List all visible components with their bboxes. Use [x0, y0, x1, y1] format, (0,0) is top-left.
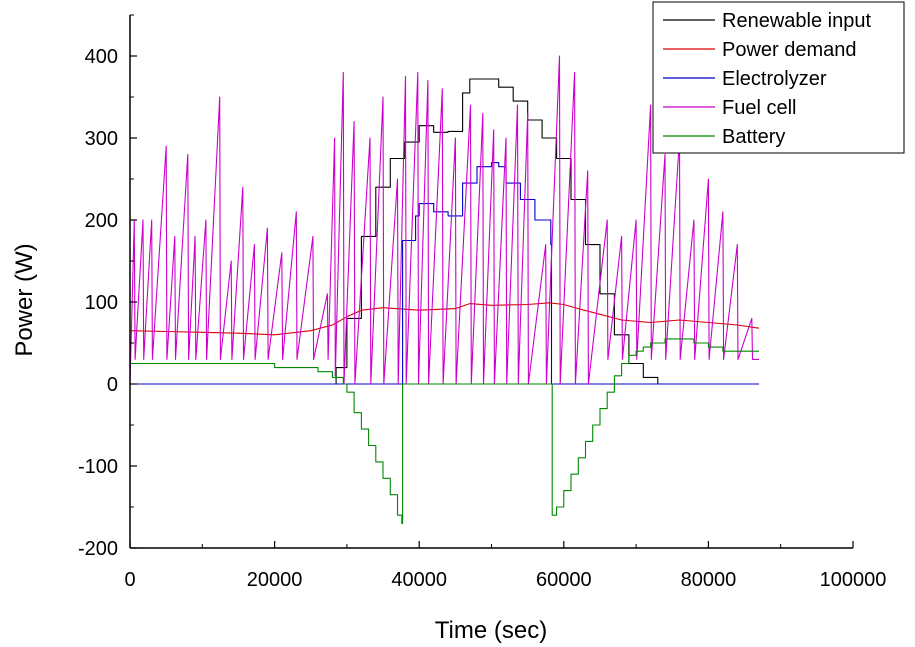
- y-tick-label: 200: [85, 210, 118, 232]
- legend-item: Electrolyzer: [663, 68, 827, 90]
- series-line-power-demand: [129, 302, 760, 336]
- series-line-renewable-input: [130, 78, 759, 385]
- x-tick-label: 40000: [391, 569, 447, 591]
- legend-label: Fuel cell: [722, 97, 796, 119]
- y-tick-label: -200: [78, 538, 118, 560]
- y-axis-title: Power (W): [11, 243, 38, 356]
- legend-label: Battery: [722, 126, 785, 148]
- x-tick-label: 80000: [681, 569, 737, 591]
- legend-label: Electrolyzer: [722, 68, 827, 90]
- legend-label: Power demand: [722, 39, 857, 61]
- x-tick-label: 20000: [247, 569, 303, 591]
- y-tick-label: 0: [107, 374, 118, 396]
- plot-series: [129, 55, 760, 524]
- legend-label: Renewable input: [722, 10, 871, 32]
- series-line-battery: [130, 338, 759, 524]
- x-tick-label: 60000: [536, 569, 592, 591]
- legend-item: Power demand: [663, 39, 857, 61]
- legend: Renewable input Power demand Electrolyzer F…: [652, 1, 905, 154]
- y-tick-label: 300: [85, 128, 118, 150]
- x-tick-label: 0: [124, 569, 135, 591]
- legend-item: Fuel cell: [663, 97, 796, 119]
- x-ticks: 0 20000 40000 60000 80000 100000: [124, 541, 886, 591]
- x-axis-title: Time (sec): [435, 617, 547, 644]
- series-line-electrolyzer: [130, 162, 759, 385]
- y-tick-label: 100: [85, 292, 118, 314]
- legend-item: Battery: [663, 126, 785, 148]
- legend-item: Renewable input: [663, 10, 871, 32]
- y-ticks: -200 -100 0 100 200 300 400: [78, 14, 137, 560]
- x-tick-label: 100000: [820, 569, 887, 591]
- y-tick-label: -100: [78, 456, 118, 478]
- y-tick-label: 400: [85, 46, 118, 68]
- series-line-fuel-cell: [129, 55, 759, 385]
